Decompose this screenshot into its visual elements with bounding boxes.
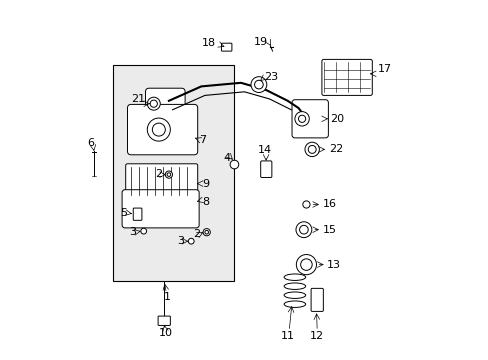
Text: 14: 14: [258, 145, 272, 155]
Circle shape: [254, 80, 263, 89]
Circle shape: [204, 230, 208, 234]
Circle shape: [299, 225, 307, 234]
Text: 13: 13: [326, 260, 341, 270]
Circle shape: [152, 123, 165, 136]
Text: 6: 6: [87, 138, 94, 148]
Text: 17: 17: [377, 64, 391, 74]
Text: 9: 9: [202, 179, 209, 189]
Circle shape: [298, 115, 305, 122]
Text: 19: 19: [253, 37, 267, 48]
Text: 11: 11: [280, 330, 294, 341]
Text: 12: 12: [309, 330, 323, 341]
Circle shape: [295, 222, 311, 238]
Circle shape: [296, 255, 316, 275]
Text: 5: 5: [120, 208, 127, 218]
Ellipse shape: [284, 292, 305, 298]
Circle shape: [300, 259, 311, 270]
FancyBboxPatch shape: [321, 59, 371, 95]
Circle shape: [250, 77, 266, 93]
Circle shape: [150, 100, 157, 107]
Text: 8: 8: [202, 197, 209, 207]
Circle shape: [294, 112, 309, 126]
Circle shape: [167, 173, 170, 176]
FancyBboxPatch shape: [221, 43, 231, 51]
Ellipse shape: [284, 274, 305, 280]
FancyBboxPatch shape: [127, 104, 197, 155]
Circle shape: [230, 160, 238, 169]
FancyBboxPatch shape: [158, 316, 170, 325]
Text: 2: 2: [155, 168, 162, 179]
Circle shape: [188, 238, 194, 244]
Text: 22: 22: [328, 144, 343, 154]
Text: 18: 18: [201, 38, 215, 48]
Text: 16: 16: [322, 199, 336, 210]
Bar: [113, 65, 233, 281]
FancyBboxPatch shape: [122, 190, 199, 228]
FancyBboxPatch shape: [145, 88, 185, 119]
Ellipse shape: [284, 301, 305, 307]
Ellipse shape: [284, 283, 305, 289]
Circle shape: [302, 201, 309, 208]
Text: 1: 1: [163, 292, 170, 302]
Text: 3: 3: [129, 227, 136, 237]
Text: 3: 3: [177, 236, 183, 246]
Text: 15: 15: [322, 225, 336, 235]
FancyBboxPatch shape: [133, 208, 142, 220]
Text: 4: 4: [223, 153, 230, 163]
Text: 10: 10: [159, 328, 173, 338]
FancyBboxPatch shape: [125, 164, 197, 198]
Circle shape: [147, 97, 160, 110]
FancyBboxPatch shape: [310, 288, 323, 311]
Circle shape: [147, 118, 170, 141]
Text: 2: 2: [193, 229, 200, 239]
FancyBboxPatch shape: [291, 100, 328, 138]
Text: 23: 23: [264, 72, 278, 82]
Circle shape: [305, 142, 319, 157]
Text: 7: 7: [199, 135, 206, 145]
Circle shape: [165, 171, 172, 178]
Circle shape: [307, 145, 316, 153]
Text: 20: 20: [329, 114, 344, 124]
FancyBboxPatch shape: [260, 161, 271, 177]
Circle shape: [141, 228, 146, 234]
Circle shape: [203, 229, 210, 236]
Text: 21: 21: [131, 94, 145, 104]
